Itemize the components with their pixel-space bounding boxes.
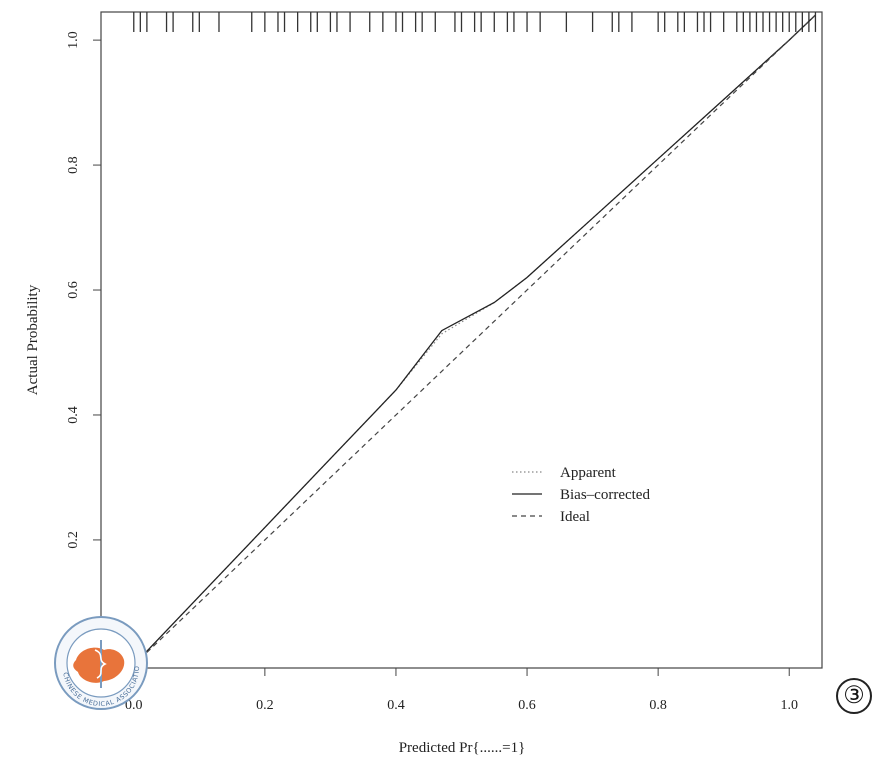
x-tick-label: 0.4 [387, 698, 405, 713]
x-tick-label: 0.6 [518, 698, 536, 713]
x-tick-label: 0.0 [125, 698, 143, 713]
x-tick-label: 0.8 [649, 698, 667, 713]
panel-label: ③ [836, 678, 872, 714]
association-logo: CHINESE MEDICAL ASSOCIATION [0, 0, 148, 710]
y-tick-label: 0.8 [66, 156, 81, 174]
series-line-bias-corrected [133, 14, 816, 666]
x-axis: 0.0 0.2 0.4 0.6 0.8 1.0 [125, 668, 798, 713]
legend-label-apparent: Apparent [560, 465, 617, 481]
legend-label-bias-corrected: Bias–corrected [560, 487, 650, 503]
series-line-ideal [133, 14, 816, 666]
x-tick-label: 0.2 [256, 698, 274, 713]
y-tick-label: 1.0 [66, 31, 81, 49]
plot-frame [100, 11, 823, 669]
legend-label-ideal: Ideal [560, 509, 590, 525]
x-axis-title: Predicted Pr{......=1} [399, 740, 526, 756]
series-lines [133, 14, 816, 666]
x-tick-label: 1.0 [780, 698, 798, 713]
legend: Apparent Bias–corrected Ideal [512, 465, 650, 525]
rug-marks [133, 12, 817, 32]
y-tick-label: 0.6 [66, 281, 81, 299]
y-tick-label: 0.2 [66, 531, 81, 549]
y-axis: 0.00.20.40.60.81.0 [66, 31, 101, 674]
y-axis-title: Actual Probability [25, 284, 41, 395]
y-tick-label: 0.4 [66, 406, 81, 424]
svg-text:CHINESE MEDICAL ASSOCIATION: CHINESE MEDICAL ASSOCIATION [0, 0, 141, 708]
